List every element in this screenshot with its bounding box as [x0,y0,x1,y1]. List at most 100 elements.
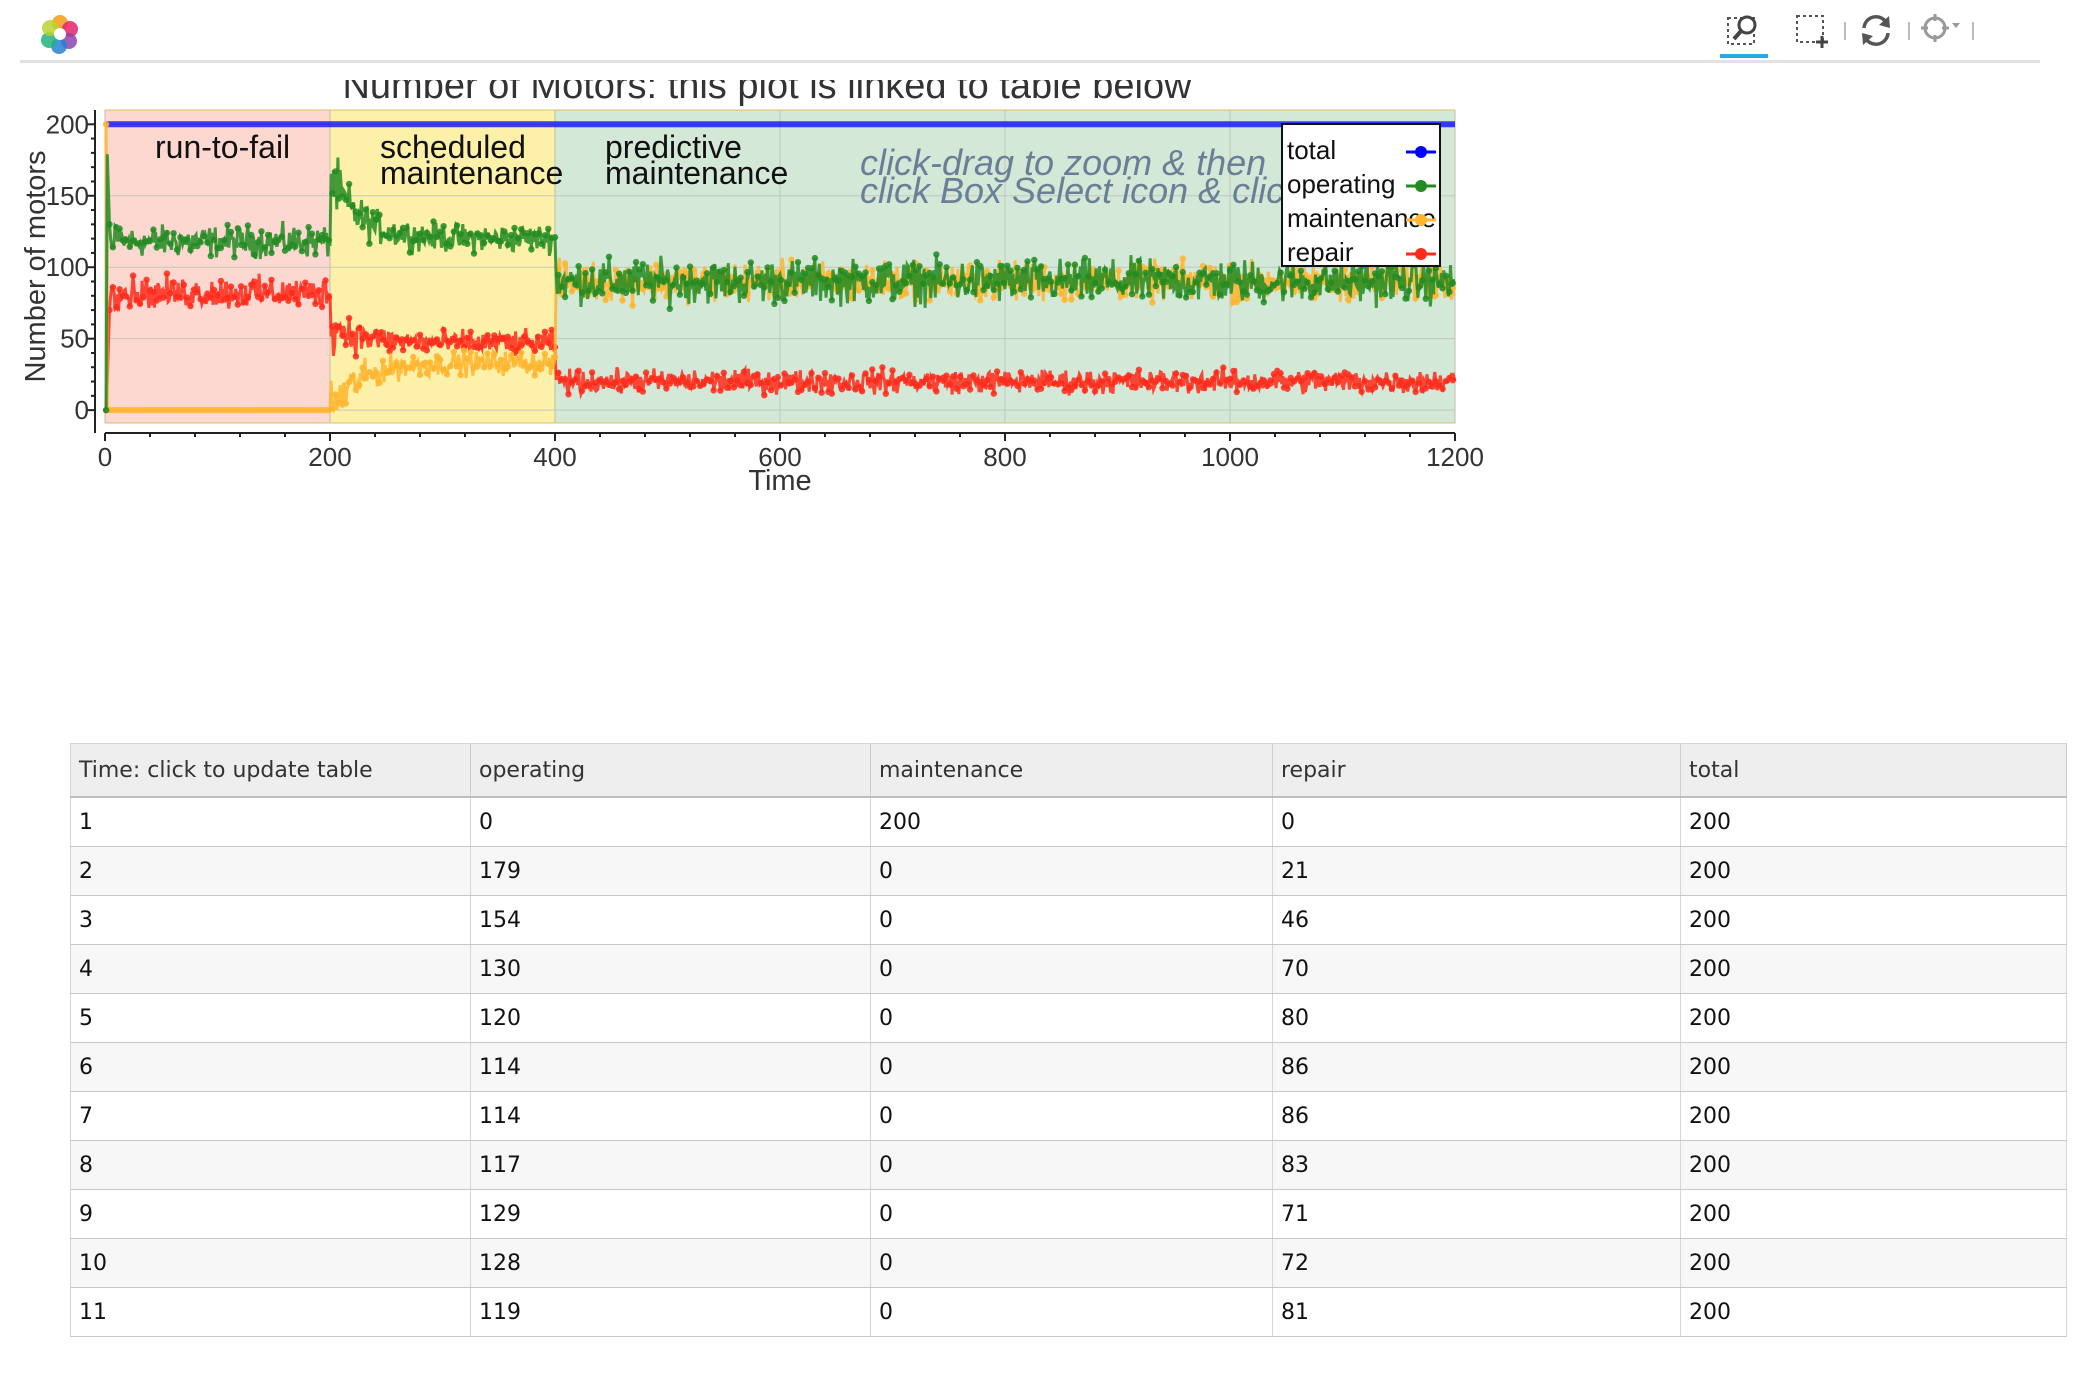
repair-cell[interactable]: 70 [1272,944,1681,994]
table-row[interactable]: 5 120 0 80 200 [70,993,2067,1043]
operating-cell[interactable]: 128 [470,1238,871,1288]
total-cell[interactable]: 200 [1680,1287,2067,1337]
data-point-repair [302,279,309,286]
data-point-repair [956,373,964,380]
box-zoom-tool-button[interactable] [1720,10,1768,58]
repair-cell[interactable]: 86 [1272,1091,1681,1141]
total-cell[interactable]: 200 [1680,1189,2067,1239]
data-point-repair [720,369,727,376]
bokeh-logo-icon[interactable] [40,14,80,54]
total-cell[interactable]: 200 [1680,1042,2067,1092]
hover-tool-button[interactable] [1916,10,1964,54]
maintenance-cell[interactable]: 0 [870,944,1273,994]
operating-cell[interactable]: 130 [470,944,871,994]
data-point-repair [1196,378,1203,385]
total-cell[interactable]: 200 [1680,895,2067,945]
data-point-operating [1098,285,1106,292]
data-point-maintenance [423,370,430,377]
total-cell[interactable]: 200 [1680,846,2067,896]
operating-cell[interactable]: 117 [470,1140,871,1190]
repair-cell[interactable]: 81 [1272,1287,1681,1337]
maintenance-cell[interactable]: 200 [870,797,1273,847]
table-row[interactable]: 2 179 0 21 200 [70,846,2067,896]
column-header-repair[interactable]: repair [1272,743,1681,798]
maintenance-cell[interactable]: 0 [870,1091,1273,1141]
time-cell[interactable]: 3 [70,895,471,945]
data-point-maintenance [460,347,468,354]
column-header-total[interactable]: total [1680,743,2067,798]
column-header-maintenance[interactable]: maintenance [870,743,1273,798]
data-point-operating [966,276,974,283]
maintenance-cell[interactable]: 0 [870,993,1273,1043]
data-point-repair [1085,377,1092,384]
maintenance-cell[interactable]: 0 [870,1042,1273,1092]
chart-legend[interactable]: total operating maintenance repair [1281,123,1441,267]
time-cell[interactable]: 4 [70,944,471,994]
maintenance-cell[interactable]: 0 [870,846,1273,896]
table-row[interactable]: 7 114 0 86 200 [70,1091,2067,1141]
data-point-operating [349,202,356,210]
time-cell[interactable]: 1 [70,797,471,847]
time-cell[interactable]: 5 [70,993,471,1043]
data-point-repair [450,336,457,343]
time-cell[interactable]: 10 [70,1238,471,1288]
time-cell[interactable]: 6 [70,1042,471,1092]
maintenance-cell[interactable]: 0 [870,1189,1273,1239]
maintenance-cell[interactable]: 0 [870,1140,1273,1190]
total-cell[interactable]: 200 [1680,1238,2067,1288]
maintenance-cell[interactable]: 0 [870,1287,1273,1337]
operating-cell[interactable]: 129 [470,1189,871,1239]
table-row[interactable]: 10 128 0 72 200 [70,1238,2067,1288]
legend-label-operating: operating [1287,169,1395,199]
repair-cell[interactable]: 86 [1272,1042,1681,1092]
table-row[interactable]: 9 129 0 71 200 [70,1189,2067,1239]
data-point-repair [879,364,886,371]
time-cell[interactable]: 7 [70,1091,471,1141]
data-point-repair [180,281,187,288]
total-cell[interactable]: 200 [1680,944,2067,994]
time-cell[interactable]: 2 [70,846,471,896]
repair-cell[interactable]: 80 [1272,993,1681,1043]
operating-cell[interactable]: 114 [470,1042,871,1092]
data-point-repair [1409,377,1416,384]
repair-cell[interactable]: 0 [1272,797,1681,847]
maintenance-cell[interactable]: 0 [870,1238,1273,1288]
table-row[interactable]: 3 154 0 46 200 [70,895,2067,945]
time-cell[interactable]: 8 [70,1140,471,1190]
table-row[interactable]: 6 114 0 86 200 [70,1042,2067,1092]
data-point-operating [555,271,562,279]
operating-cell[interactable]: 119 [470,1287,871,1337]
time-cell[interactable]: 9 [70,1189,471,1239]
operating-cell[interactable]: 114 [470,1091,871,1141]
motors-line-chart[interactable]: 0 200 400 600 800 1000 1200 0 50 100 150 200 Number… [0,80,2096,680]
time-cell[interactable]: 11 [70,1287,471,1337]
box-select-tool-button[interactable] [1788,10,1836,54]
total-cell[interactable]: 200 [1680,797,2067,847]
repair-cell[interactable]: 46 [1272,895,1681,945]
column-header-time[interactable]: Time: click to update table [70,743,471,798]
repair-cell[interactable]: 71 [1272,1189,1681,1239]
operating-cell[interactable]: 154 [470,895,871,945]
repair-cell[interactable]: 72 [1272,1238,1681,1288]
operating-cell[interactable]: 0 [470,797,871,847]
total-cell[interactable]: 200 [1680,1091,2067,1141]
total-cell[interactable]: 200 [1680,1140,2067,1190]
table-row[interactable]: 8 117 0 83 200 [70,1140,2067,1190]
repair-cell[interactable]: 83 [1272,1140,1681,1190]
table-row[interactable]: 1 0 200 0 200 [70,797,2067,847]
total-cell[interactable]: 200 [1680,993,2067,1043]
operating-cell[interactable]: 179 [470,846,871,896]
operating-cell[interactable]: 120 [470,993,871,1043]
data-point-repair [835,375,842,382]
reset-tool-button[interactable] [1852,10,1900,54]
repair-cell[interactable]: 21 [1272,846,1681,896]
table-row[interactable]: 11 119 0 81 200 [70,1287,2067,1337]
maintenance-cell[interactable]: 0 [870,895,1273,945]
table-row[interactable]: 4 130 0 70 200 [70,944,2067,994]
data-point-maintenance [491,351,498,358]
data-point-repair [227,283,235,290]
data-point-maintenance [487,362,495,369]
data-point-operating [1071,261,1079,268]
column-header-operating[interactable]: operating [470,743,871,798]
data-point-operating [534,230,542,237]
